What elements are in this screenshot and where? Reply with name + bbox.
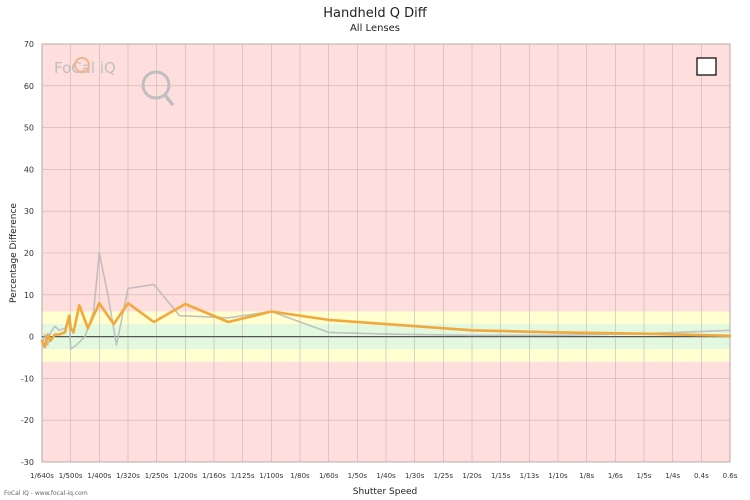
y-tick-label: 0 bbox=[29, 333, 34, 342]
reset-zoom-box[interactable] bbox=[696, 57, 717, 76]
y-tick-label: -20 bbox=[21, 416, 34, 425]
y-tick-label: 50 bbox=[24, 124, 34, 133]
x-tick-label: 0.6s bbox=[723, 472, 738, 480]
x-tick-label: 1/4s bbox=[665, 472, 680, 480]
y-axis-label: Percentage Difference bbox=[9, 203, 19, 303]
y-tick-label: 40 bbox=[24, 165, 34, 174]
logo-accent-ring bbox=[74, 57, 90, 73]
x-tick-label: 1/250s bbox=[145, 472, 169, 480]
y-tick-label: -10 bbox=[21, 374, 34, 383]
y-tick-label: 70 bbox=[24, 40, 34, 49]
focal-iq-logo: FoCal iQ bbox=[54, 57, 174, 106]
x-tick-label: 1/500s bbox=[59, 472, 83, 480]
x-tick-label: 0.4s bbox=[694, 472, 709, 480]
x-tick-label: 1/125s bbox=[231, 472, 255, 480]
x-tick-label: 1/640s bbox=[30, 472, 54, 480]
y-tick-label: 60 bbox=[24, 82, 34, 91]
series-lines bbox=[40, 252, 732, 350]
x-tick-label: 1/25s bbox=[434, 472, 454, 480]
y-tick-label: 20 bbox=[24, 249, 34, 258]
magnifier-icon bbox=[141, 70, 171, 100]
chart-subtitle: All Lenses bbox=[349, 23, 401, 34]
credit-text: FoCal IQ - www.focal-iq.com bbox=[4, 490, 88, 497]
x-tick-label: 1/60s bbox=[319, 472, 339, 480]
x-tick-label: 1/8s bbox=[579, 472, 594, 480]
chart-title: Handheld Q Diff bbox=[323, 6, 427, 21]
plot-border bbox=[41, 43, 731, 463]
y-tick-label: -30 bbox=[21, 458, 34, 467]
x-tick-label: 1/15s bbox=[491, 472, 511, 480]
x-tick-label: 1/20s bbox=[462, 472, 482, 480]
x-tick-label: 1/100s bbox=[259, 472, 283, 480]
x-tick-label: 1/50s bbox=[348, 472, 368, 480]
y-tick-label: 10 bbox=[24, 291, 34, 300]
series-line bbox=[40, 301, 732, 349]
x-axis-label: Shutter Speed bbox=[353, 487, 418, 497]
x-tick-label: 1/80s bbox=[290, 472, 310, 480]
logo-text: FoCal iQ bbox=[54, 59, 116, 77]
x-tick-label: 1/40s bbox=[376, 472, 396, 480]
x-tick-label: 1/6s bbox=[608, 472, 623, 480]
x-tick-label: 1/160s bbox=[202, 472, 226, 480]
y-tick-labels: -30 -20 -10 0 10 20 30 40 50 60 70 bbox=[21, 40, 34, 467]
series-line bbox=[41, 252, 731, 350]
x-tick-label: 1/5s bbox=[637, 472, 652, 480]
x-tick-label: 1/10s bbox=[548, 472, 568, 480]
x-tick-label: 1/30s bbox=[405, 472, 425, 480]
x-tick-labels: 1/640s 1/500s 1/400s 1/320s 1/250s 1/200s 1/16… bbox=[30, 472, 738, 480]
y-tick-label: 30 bbox=[24, 207, 34, 216]
x-tick-label: 1/13s bbox=[520, 472, 540, 480]
x-tick-label: 1/400s bbox=[87, 472, 111, 480]
x-tick-label: 1/320s bbox=[116, 472, 140, 480]
magnifier-handle bbox=[163, 93, 174, 106]
x-tick-label: 1/200s bbox=[173, 472, 197, 480]
